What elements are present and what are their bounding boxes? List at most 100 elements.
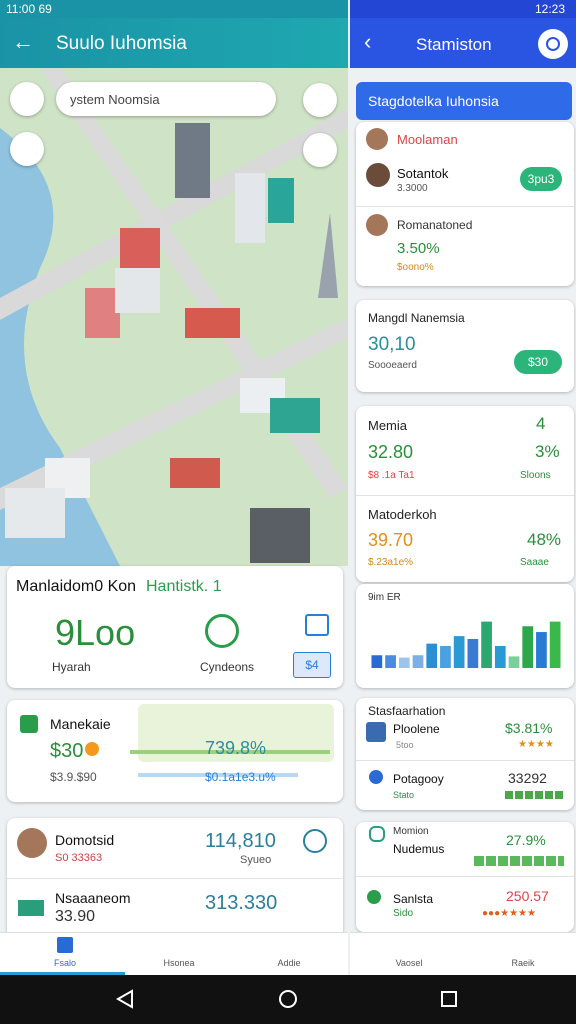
card-title: Mangdl Nanemsia bbox=[368, 311, 465, 325]
nav-indicator bbox=[0, 972, 125, 975]
name: Sanlsta bbox=[393, 892, 434, 906]
percent: 739.8% bbox=[205, 738, 267, 758]
profile-button[interactable] bbox=[538, 29, 568, 59]
bar bbox=[426, 643, 438, 668]
road bbox=[0, 108, 348, 320]
building bbox=[185, 308, 240, 338]
map-button[interactable] bbox=[10, 132, 44, 166]
rating: ●●●★★★★ bbox=[482, 908, 536, 919]
nav-item[interactable]: Fsalo bbox=[53, 958, 76, 968]
label: Cyndeons bbox=[200, 660, 255, 674]
search-text: ystem Noomsia bbox=[70, 92, 160, 107]
divider bbox=[356, 760, 574, 761]
value: 250.57 bbox=[506, 888, 549, 904]
map-button[interactable] bbox=[303, 83, 337, 117]
card-title-accent: Hantistk. 1 bbox=[146, 578, 222, 595]
bar bbox=[398, 657, 410, 668]
sub: 33.90 bbox=[55, 908, 96, 925]
button[interactable]: $4 bbox=[293, 652, 331, 678]
status-time: 11:00 69 bbox=[6, 2, 52, 16]
building bbox=[170, 458, 220, 488]
value: 313.330 bbox=[205, 892, 278, 914]
divider bbox=[356, 206, 574, 207]
name: Romanatoned bbox=[397, 218, 473, 232]
back-button[interactable]: ← bbox=[12, 29, 34, 54]
avatar bbox=[366, 128, 388, 150]
name: Ploolene bbox=[393, 722, 440, 736]
building bbox=[115, 268, 160, 313]
app-bar bbox=[0, 18, 348, 68]
metric-sub: Sloons bbox=[520, 470, 551, 481]
nav-icon bbox=[57, 937, 73, 953]
icon bbox=[367, 890, 381, 904]
value: 30,10 bbox=[368, 334, 416, 355]
building bbox=[268, 178, 294, 223]
nav-item[interactable]: Vaosel bbox=[395, 958, 423, 968]
sub-value: Syueo bbox=[240, 854, 272, 866]
sub: S0 33363 bbox=[55, 852, 103, 864]
nav-item[interactable]: Raeik bbox=[511, 958, 535, 968]
name: Domotsid bbox=[55, 832, 115, 848]
banner bbox=[356, 82, 572, 120]
button[interactable]: 3pu3 bbox=[520, 167, 562, 191]
bar bbox=[371, 655, 383, 668]
building bbox=[235, 173, 265, 243]
back[interactable] bbox=[115, 989, 133, 1009]
icon bbox=[369, 826, 385, 842]
status-bar-right bbox=[350, 0, 576, 18]
name: Momion bbox=[393, 826, 429, 837]
value: 114,810 bbox=[205, 830, 276, 852]
value: 33292 bbox=[508, 770, 547, 786]
avatar bbox=[366, 214, 388, 236]
building bbox=[250, 508, 310, 563]
icon bbox=[18, 900, 44, 916]
label: Hyarah bbox=[52, 660, 91, 674]
sub-percent: $0.1a1e3.u% bbox=[205, 770, 276, 784]
nav-item[interactable]: Addie bbox=[277, 958, 301, 968]
metric-percent: 3% bbox=[535, 442, 560, 461]
name: Sotantok bbox=[397, 166, 449, 181]
building bbox=[120, 228, 160, 268]
bar bbox=[549, 621, 561, 668]
sub: Soooeaerd bbox=[368, 360, 417, 371]
stat-card bbox=[356, 300, 574, 392]
chart-title: 9im ER bbox=[368, 592, 401, 603]
icon bbox=[369, 770, 383, 784]
nav-item[interactable]: Hsonea bbox=[163, 958, 195, 968]
value: 27.9% bbox=[506, 832, 546, 848]
metrics-card bbox=[356, 406, 574, 582]
sub: $oono% bbox=[397, 262, 434, 273]
metric-name: Memia bbox=[368, 418, 408, 433]
avatar bbox=[17, 828, 47, 858]
map-button[interactable] bbox=[10, 82, 44, 116]
recents[interactable] bbox=[441, 991, 457, 1007]
bar bbox=[522, 626, 534, 668]
list-card bbox=[356, 122, 574, 286]
metric-sub: $.23a1e% bbox=[368, 557, 414, 568]
map-button[interactable] bbox=[303, 133, 337, 167]
sub: Nudemus bbox=[393, 842, 445, 856]
icon[interactable] bbox=[303, 829, 327, 853]
home[interactable] bbox=[279, 990, 297, 1008]
bar bbox=[440, 645, 451, 668]
app-title: Suulo Iuhomsia bbox=[56, 33, 187, 54]
progress bbox=[138, 773, 298, 777]
button[interactable]: $30 bbox=[514, 350, 562, 374]
avatar bbox=[366, 163, 390, 187]
system-buttons bbox=[115, 989, 457, 1009]
sub: Sido bbox=[393, 908, 414, 919]
divider bbox=[356, 495, 574, 496]
bar bbox=[467, 639, 479, 668]
metric-sub: Saaae bbox=[520, 557, 549, 568]
card-title: Stasfaarhation bbox=[368, 704, 446, 718]
search-box[interactable] bbox=[56, 82, 276, 116]
icon bbox=[305, 614, 329, 636]
value: $30 bbox=[50, 740, 84, 762]
banner-text: Stagdotelka Iuhonsia bbox=[368, 93, 499, 109]
back-button[interactable]: ‹ bbox=[364, 29, 372, 54]
tower bbox=[318, 213, 338, 298]
icon bbox=[85, 742, 99, 756]
icon bbox=[366, 722, 386, 742]
sub: Stato bbox=[393, 790, 415, 800]
water bbox=[0, 128, 120, 566]
